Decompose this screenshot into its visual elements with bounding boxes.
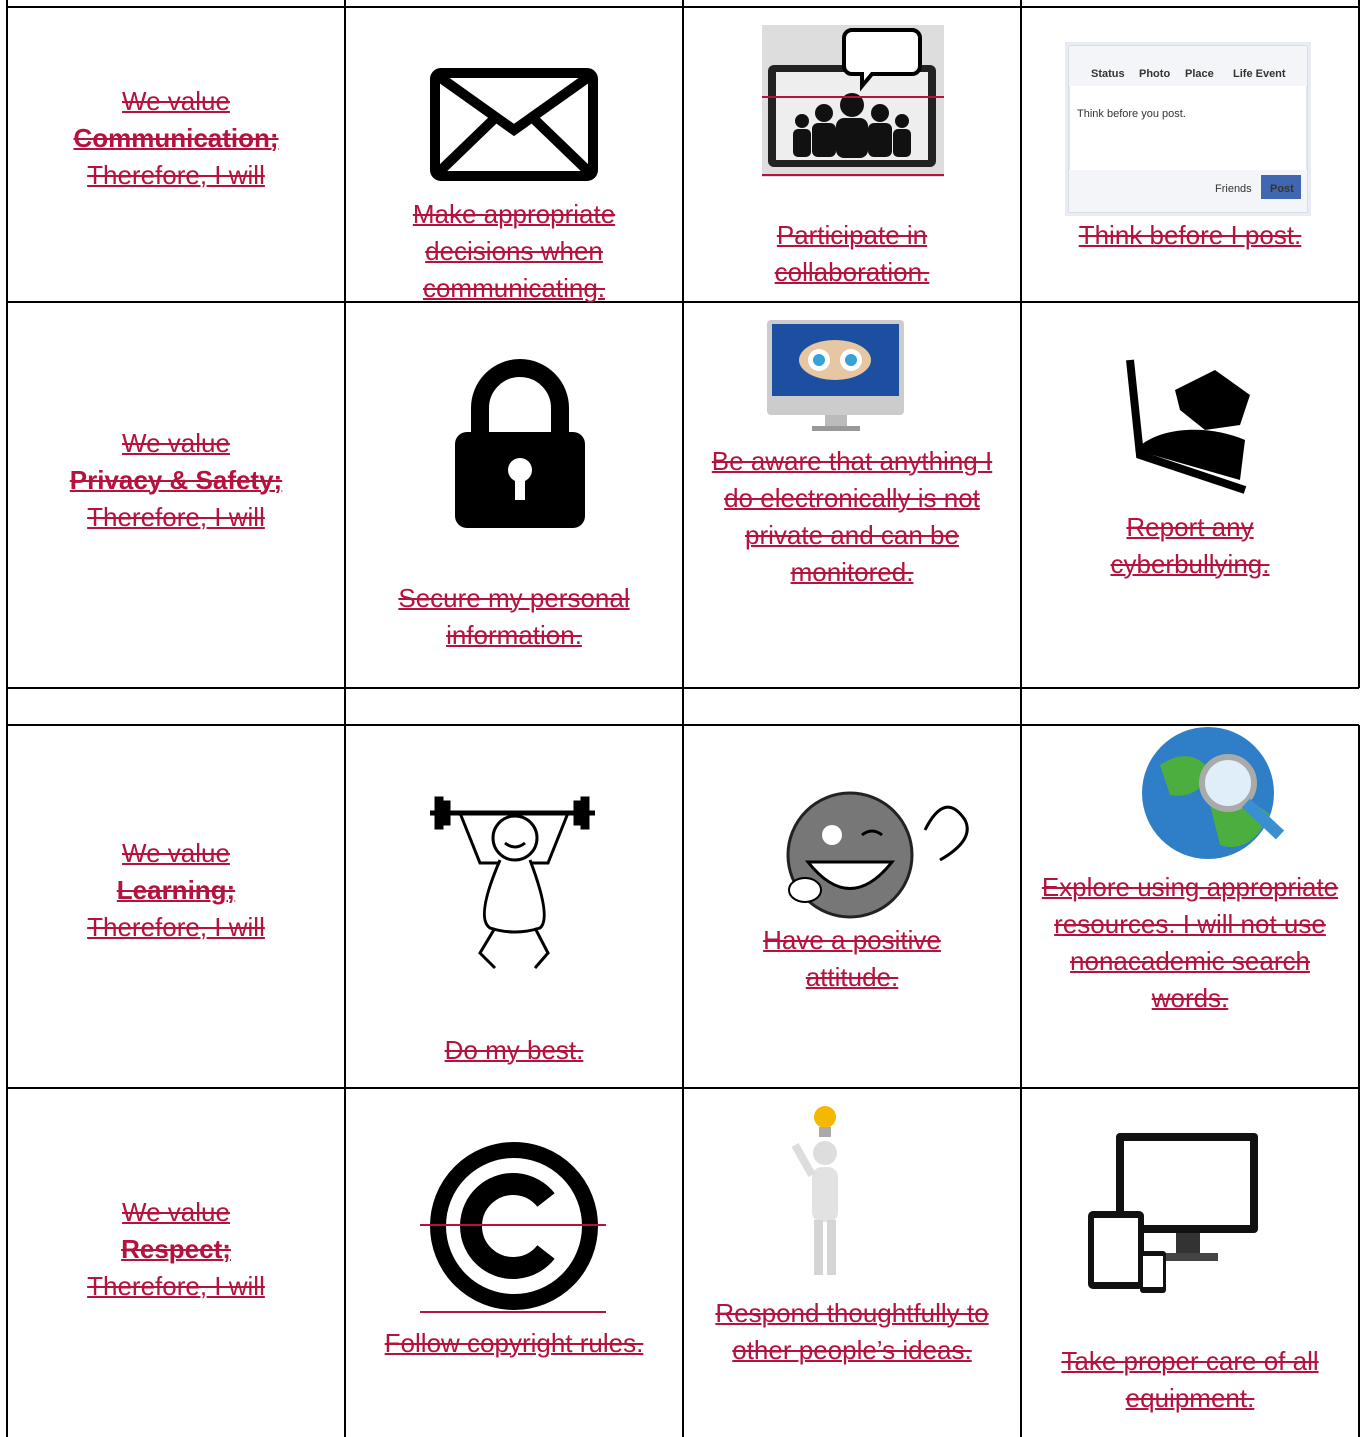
envelope-icon: [430, 68, 598, 181]
fb-tab: Place: [1185, 68, 1214, 80]
weightlifter-icon: [430, 796, 595, 970]
fb-prompt: Think before you post.: [1077, 108, 1186, 120]
outro: Therefore, I will: [87, 1271, 265, 1301]
globe-search-icon: [1142, 727, 1285, 859]
fb-tab: Life Event: [1233, 68, 1286, 80]
value-name: Privacy & Safety;: [69, 465, 283, 495]
action: Take proper care of all equipment.: [1061, 1346, 1319, 1413]
idea-person-icon: [791, 1106, 838, 1275]
fb-button[interactable]: Post: [1270, 183, 1294, 195]
action: Secure my personal information.: [398, 583, 630, 650]
action: Think before I post.: [1078, 220, 1302, 250]
action: Make appropriate decisions when communic…: [412, 199, 616, 303]
collaboration-icon: [762, 25, 944, 177]
smiley-icon: [786, 791, 969, 919]
fb-tab: Photo: [1139, 68, 1170, 80]
monitor-eyes-icon: [767, 320, 904, 431]
facebook-status-box: Status Photo Place Life Event Think befo…: [1065, 42, 1311, 216]
value-name: Respect;: [121, 1234, 231, 1264]
fb-tab: Status: [1091, 68, 1125, 80]
copyright-icon: [420, 1142, 606, 1313]
action: Explore using appropriate resources. I w…: [1041, 872, 1339, 1013]
intro: We value: [122, 1197, 230, 1227]
intro: We value: [122, 838, 230, 868]
action: Have a positive attitude.: [763, 925, 941, 992]
value-name: Communication;: [73, 123, 279, 153]
lock-icon: [455, 359, 585, 528]
devices-icon: [1088, 1133, 1258, 1293]
fb-audience: Friends: [1215, 183, 1252, 195]
value-cell: We value Respect; Therefore, I will: [7, 1194, 345, 1305]
value-cell: We value Communication; Therefore, I will: [7, 83, 345, 194]
cyberbullying-icon: [1126, 359, 1250, 494]
intro: We value: [122, 428, 230, 458]
value-name: Learning;: [116, 875, 236, 905]
action: Do my best.: [444, 1035, 584, 1065]
value-cell: We value Learning; Therefore, I will: [7, 835, 345, 946]
value-cell: We value Privacy & Safety; Therefore, I wi…: [7, 425, 345, 536]
action: Respond thoughtfully to other people’s i…: [715, 1298, 989, 1365]
outro: Therefore, I will: [87, 502, 265, 532]
action: Be aware that anything I do electronical…: [711, 446, 993, 587]
action: Report any cyberbullying.: [1110, 512, 1270, 579]
outro: Therefore, I will: [87, 912, 265, 942]
outro: Therefore, I will: [87, 160, 265, 190]
action: Follow copyright rules.: [384, 1328, 644, 1358]
intro: We value: [122, 86, 230, 116]
action: Participate in collaboration.: [774, 220, 930, 287]
